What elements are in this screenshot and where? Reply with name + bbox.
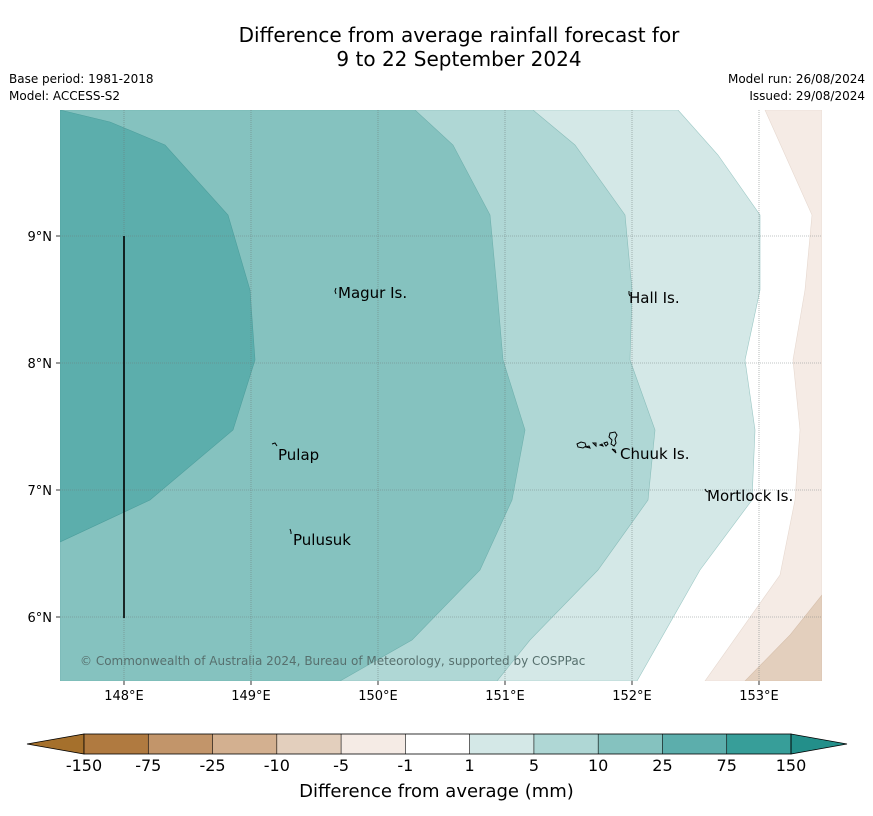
colorbar-cell (276, 734, 342, 754)
island-hall (628, 291, 631, 297)
lon-label-151e: 151°E (485, 689, 525, 704)
island-mortlock (704, 488, 709, 493)
colorbar-cell (726, 734, 792, 754)
place-label-hall: Hall Is. (629, 289, 680, 307)
contour-band-neg5-neg10 (744, 594, 822, 681)
island-magur (334, 287, 337, 295)
lat-labels: 9°N 8°N 7°N 6°N (28, 230, 53, 626)
map-area: Magur Is. Hall Is. Pulap Chuuk Is. Mortl… (28, 110, 822, 704)
colorbar-outline (83, 733, 792, 755)
issued-text: Issued: 29/08/2024 (749, 89, 865, 103)
colorbar-cell (341, 734, 406, 754)
colorbar-cell (598, 734, 663, 754)
map-title-line1: Difference from average rainfall forecas… (238, 23, 680, 47)
colorbar-cell (212, 734, 278, 754)
model-text: Model: ACCESS-S2 (9, 89, 121, 103)
lon-labels: 148°E 149°E 150°E 151°E 152°E 153°E (104, 689, 779, 704)
lon-label-149e: 149°E (231, 689, 271, 704)
colorbar-over-arrow (790, 733, 848, 755)
place-label-mortlock: Mortlock Is. (707, 487, 793, 505)
colorbar-cell (662, 734, 728, 754)
lon-label-150e: 150°E (358, 689, 398, 704)
copyright-text: © Commonwealth of Australia 2024, Bureau… (80, 654, 585, 668)
colorbar-title: Difference from average (mm) (299, 781, 574, 802)
colorbar-tick-label: 150 (775, 756, 807, 775)
rainfall-contours (60, 110, 822, 681)
lat-label-8n: 8°N (28, 357, 53, 372)
islands (271, 287, 709, 534)
colorbar-tick-label: 75 (716, 756, 737, 775)
colorbar-cell (84, 734, 149, 754)
colorbar-under-arrow (26, 733, 85, 755)
colorbar (26, 733, 848, 755)
colorbar-cell (405, 734, 471, 754)
place-label-chuuk: Chuuk Is. (620, 445, 689, 463)
colorbar-tick-label: 10 (587, 756, 609, 775)
island-chuuk (576, 431, 618, 454)
lon-label-148e: 148°E (104, 689, 144, 704)
contour-band-neg1-neg5 (704, 110, 822, 681)
colorbar-tick-label: -10 (263, 756, 290, 775)
place-labels: Magur Is. Hall Is. Pulap Chuuk Is. Mortl… (278, 284, 793, 549)
lat-label-7n: 7°N (28, 484, 53, 499)
place-label-pulusuk: Pulusuk (293, 531, 351, 549)
colorbar-cells (84, 734, 792, 754)
colorbar-tick-label: -5 (333, 756, 350, 775)
model-run-text: Model run: 26/08/2024 (727, 72, 865, 86)
colorbar-cell (533, 734, 599, 754)
colorbar-tick-label: -25 (199, 756, 226, 775)
colorbar-tick-label: -1 (397, 756, 414, 775)
place-label-magur: Magur Is. (338, 284, 407, 302)
base-period-text: Base period: 1981-2018 (9, 72, 154, 86)
colorbar-tick-label: -75 (135, 756, 162, 775)
lat-label-6n: 6°N (28, 611, 53, 626)
colorbar-tick-label: 5 (528, 756, 539, 775)
lon-label-153e: 153°E (739, 689, 779, 704)
contour-band-25-75 (60, 110, 256, 543)
map-title-line2: 9 to 22 September 2024 (336, 47, 582, 71)
lat-label-9n: 9°N (28, 230, 53, 245)
axis-ticks (56, 235, 760, 685)
colorbar-cell (148, 734, 214, 754)
graticule (60, 110, 822, 681)
colorbar-cell (469, 734, 535, 754)
place-label-pulap: Pulap (278, 446, 319, 464)
lon-label-152e: 152°E (612, 689, 652, 704)
colorbar-tick-label: -150 (65, 756, 103, 775)
colorbar-tick-label: 25 (652, 756, 673, 775)
island-pulusuk (289, 528, 292, 534)
island-pulap (271, 442, 278, 447)
colorbar-tick-label: 1 (464, 756, 475, 775)
